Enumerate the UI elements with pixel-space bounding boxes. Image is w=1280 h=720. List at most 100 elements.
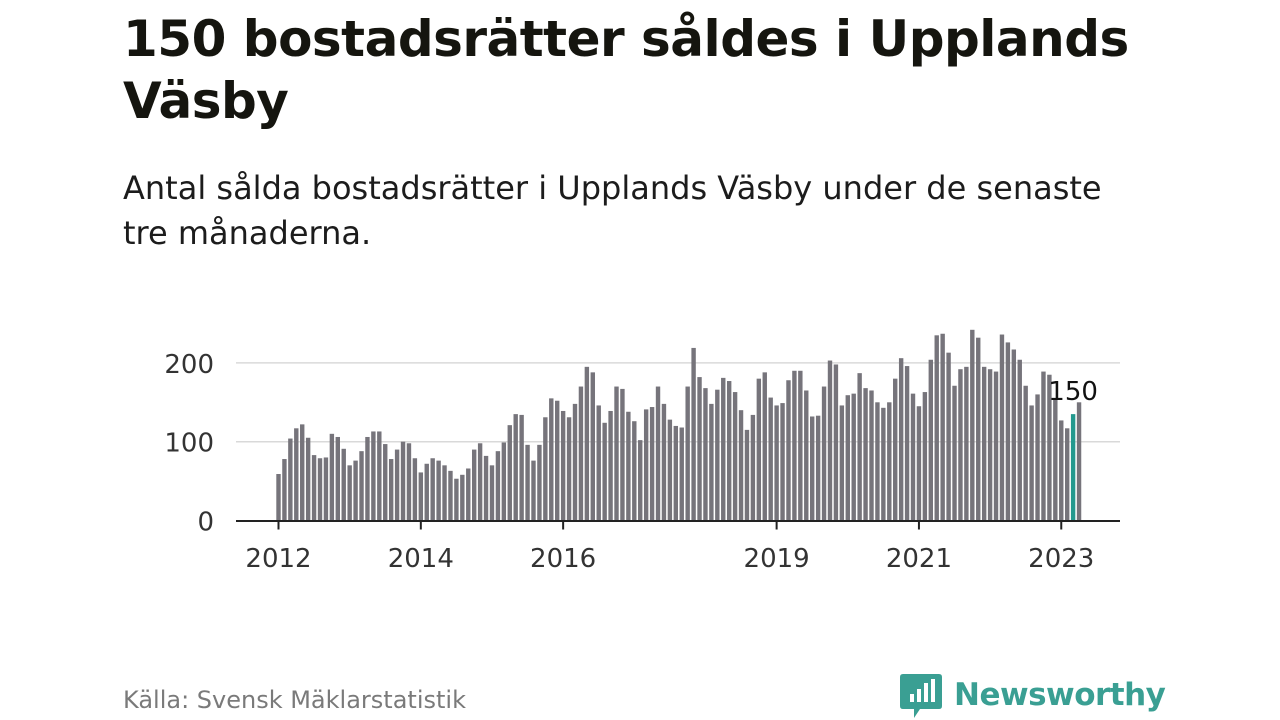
bar bbox=[869, 390, 874, 521]
x-tick-label: 2012 bbox=[245, 544, 311, 574]
page-title: 150 bostadsrätter såldes i Upplands Väsb… bbox=[123, 10, 1129, 130]
bar bbox=[768, 397, 773, 521]
bar bbox=[495, 451, 501, 521]
bar bbox=[507, 425, 512, 521]
bar bbox=[643, 409, 649, 521]
bar bbox=[685, 386, 690, 521]
bar bbox=[804, 390, 809, 521]
bar bbox=[614, 386, 619, 521]
bars-layer bbox=[276, 329, 1082, 521]
bar bbox=[756, 378, 762, 521]
bar bbox=[477, 443, 483, 521]
bar-chart: 0 100 200 2012 2014 2016 2019 2021 2023 150 bbox=[164, 329, 1120, 574]
bar bbox=[1017, 359, 1022, 521]
bar bbox=[792, 370, 797, 521]
bar bbox=[703, 388, 708, 521]
bar bbox=[1076, 402, 1082, 521]
bar bbox=[987, 369, 993, 521]
bar bbox=[744, 429, 750, 521]
bar bbox=[993, 371, 999, 521]
x-tick-label: 2023 bbox=[1028, 544, 1094, 574]
bar bbox=[341, 448, 346, 521]
bar bbox=[1005, 342, 1011, 521]
bar bbox=[732, 392, 738, 521]
bar bbox=[916, 406, 922, 521]
bar bbox=[750, 414, 756, 521]
x-tick-label: 2016 bbox=[530, 544, 596, 574]
bar bbox=[566, 417, 572, 521]
bar bbox=[780, 403, 785, 521]
bar bbox=[543, 417, 548, 521]
newsworthy-chart-bubble-icon bbox=[900, 674, 942, 718]
bar bbox=[1023, 385, 1028, 521]
bar bbox=[1059, 420, 1064, 521]
bar bbox=[715, 389, 720, 521]
x-tick-label: 2014 bbox=[388, 544, 454, 574]
bar bbox=[810, 416, 815, 521]
bar bbox=[875, 402, 880, 521]
bar bbox=[1035, 394, 1040, 521]
brand-logo[interactable]: Newsworthy bbox=[900, 670, 1166, 720]
bar bbox=[1029, 405, 1034, 521]
bar bbox=[519, 414, 524, 521]
bar bbox=[1011, 349, 1017, 521]
y-tick-label: 100 bbox=[164, 429, 214, 459]
bar bbox=[661, 403, 667, 521]
bar bbox=[774, 405, 779, 521]
bar bbox=[970, 329, 975, 521]
bar-highlight bbox=[1070, 414, 1076, 521]
bar bbox=[958, 369, 963, 521]
bar bbox=[738, 410, 744, 521]
bar bbox=[798, 370, 803, 521]
bar bbox=[679, 427, 684, 521]
bar bbox=[412, 458, 418, 521]
bar bbox=[436, 460, 441, 521]
bar bbox=[276, 474, 281, 521]
bar bbox=[288, 438, 293, 521]
bar bbox=[863, 388, 868, 521]
bar bbox=[282, 459, 287, 521]
bar bbox=[1047, 374, 1052, 521]
bar bbox=[726, 381, 732, 521]
bar bbox=[317, 458, 323, 521]
bar bbox=[531, 460, 536, 521]
bar bbox=[329, 433, 335, 521]
bar bbox=[845, 395, 850, 521]
bar bbox=[721, 377, 726, 521]
bar bbox=[347, 465, 352, 521]
bar bbox=[964, 366, 969, 521]
bar bbox=[786, 380, 791, 521]
bar bbox=[709, 403, 714, 521]
bar bbox=[418, 472, 424, 521]
bar bbox=[691, 347, 696, 521]
bar bbox=[400, 441, 406, 521]
bar bbox=[596, 405, 601, 521]
bar bbox=[632, 421, 637, 521]
bar bbox=[638, 440, 643, 521]
bar bbox=[934, 335, 939, 521]
bar bbox=[608, 410, 613, 521]
bar bbox=[513, 414, 518, 521]
bar bbox=[454, 478, 459, 521]
bar bbox=[976, 337, 981, 521]
bar bbox=[353, 460, 358, 521]
bar bbox=[881, 407, 886, 521]
bar bbox=[833, 364, 839, 521]
bar bbox=[602, 422, 607, 521]
bar bbox=[922, 392, 928, 521]
bar bbox=[857, 373, 862, 521]
bar bbox=[359, 451, 364, 521]
bar bbox=[471, 449, 477, 521]
labels-layer: 0 100 200 2012 2014 2016 2019 2021 2023 150 bbox=[164, 350, 1098, 574]
bar bbox=[839, 405, 845, 521]
bar bbox=[1041, 371, 1046, 521]
bar bbox=[388, 459, 394, 521]
bar bbox=[1053, 398, 1058, 521]
x-tick-label: 2019 bbox=[744, 544, 810, 574]
bar bbox=[365, 436, 370, 521]
page-subtitle: Antal sålda bostadsrätter i Upplands Väs… bbox=[123, 169, 1102, 252]
bar bbox=[762, 372, 767, 521]
bar bbox=[898, 358, 904, 521]
bar bbox=[501, 442, 507, 521]
bar bbox=[578, 386, 584, 521]
